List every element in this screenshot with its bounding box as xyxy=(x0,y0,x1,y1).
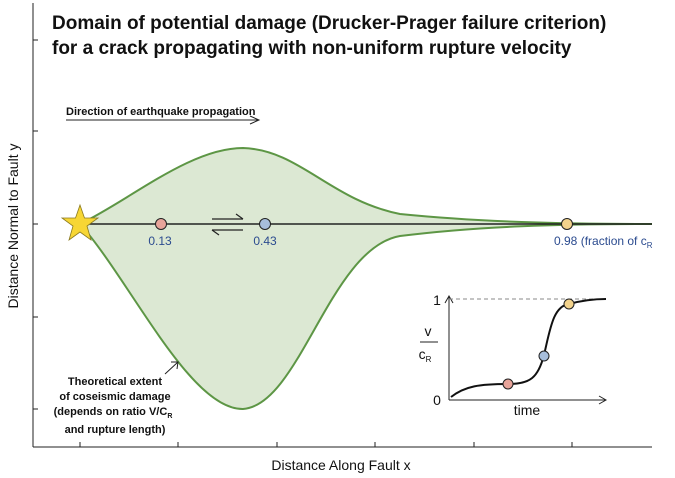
direction-arrow xyxy=(66,115,261,125)
annotation-arrow xyxy=(164,361,179,375)
velocity-label-1: 0.13 xyxy=(148,234,172,248)
epicenter-star-icon xyxy=(60,203,100,242)
x-ticks xyxy=(79,442,573,447)
inset-marker-2 xyxy=(538,350,550,362)
fraction-note: (fraction of c xyxy=(581,234,647,248)
inset-y-top: 1 xyxy=(433,292,441,308)
title-line-1: Domain of potential damage (Drucker-Prag… xyxy=(52,13,606,34)
annotation-line-4: and rupture length) xyxy=(65,424,166,436)
marker-velocity-0-13 xyxy=(155,218,167,230)
annotation-line-1: Theoretical extent xyxy=(68,376,162,388)
inset-ylabel-numerator: v xyxy=(425,323,432,339)
y-ticks xyxy=(33,39,38,410)
shear-sense-icon xyxy=(211,213,244,236)
fraction-note-subscript: R xyxy=(647,241,653,250)
marker-velocity-0-43 xyxy=(259,218,271,230)
velocity-label-3: 0.98 (fraction of cR xyxy=(554,234,653,250)
direction-label: Direction of earthquake propagation xyxy=(66,106,256,118)
inset-velocity-chart: 1 0 v cR time xyxy=(419,292,608,418)
inset-y-bottom: 0 xyxy=(433,392,441,408)
title-line-2: for a crack propagating with non-uniform… xyxy=(52,38,572,59)
y-axis-label: Distance Normal to Fault y xyxy=(5,144,21,309)
marker-velocity-0-98 xyxy=(561,218,573,230)
inset-marker-3 xyxy=(563,298,575,310)
annotation-line-3: (depends on ratio V/CR xyxy=(54,406,173,420)
inset-marker-1 xyxy=(502,378,514,390)
velocity-label-2: 0.43 xyxy=(253,234,277,248)
inset-xlabel: time xyxy=(514,402,541,418)
x-axis-label: Distance Along Fault x xyxy=(271,457,410,473)
annotation-line-2: of coseismic damage xyxy=(59,391,170,403)
damage-zone xyxy=(78,146,653,411)
inset-velocity-curve xyxy=(450,298,607,398)
inset-ylabel-denominator: cR xyxy=(419,346,432,364)
